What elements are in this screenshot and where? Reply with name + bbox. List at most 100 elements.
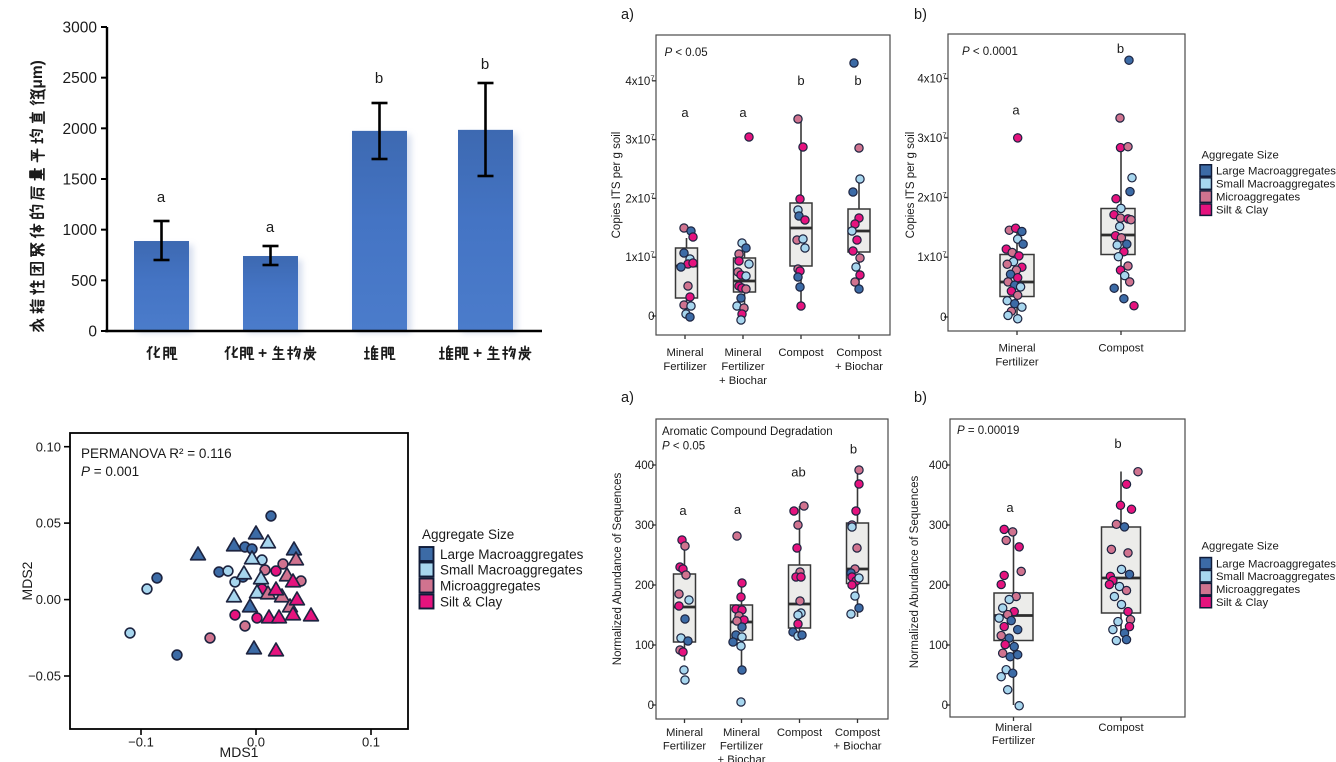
svg-text:MDS1: MDS1 (220, 744, 259, 760)
svg-text:b: b (850, 442, 857, 457)
svg-text:0.10: 0.10 (36, 439, 61, 454)
svg-text:b: b (375, 70, 383, 87)
svg-text:Normalized Abundance of Sequen: Normalized Abundance of Sequences (612, 473, 624, 666)
svg-text:a: a (157, 189, 166, 206)
svg-text:300: 300 (929, 520, 948, 532)
svg-text:Compost: Compost (836, 347, 882, 359)
svg-text:4x107: 4x107 (917, 71, 946, 86)
svg-text:MDS2: MDS2 (19, 561, 35, 600)
svg-text:a: a (266, 219, 275, 236)
svg-text:(μm): (μm) (29, 60, 46, 94)
svg-text:Small Macroaggregates: Small Macroaggregates (1216, 179, 1336, 191)
svg-text:3x107: 3x107 (625, 132, 654, 147)
svg-text:2x107: 2x107 (917, 190, 946, 205)
svg-text:Fertilizer: Fertilizer (720, 741, 764, 753)
svg-text:0: 0 (88, 324, 97, 341)
svg-text:Silt & Clay: Silt & Clay (440, 594, 503, 609)
svg-text:a): a) (621, 7, 634, 23)
svg-text:P < 0.0001: P < 0.0001 (962, 46, 1018, 58)
svg-text:a: a (679, 503, 687, 518)
svg-text:P < 0.05: P < 0.05 (662, 441, 705, 453)
svg-text:Mineral: Mineral (724, 347, 761, 359)
svg-text:Copies ITS per g soil: Copies ITS per g soil (611, 132, 623, 239)
svg-text:0: 0 (940, 312, 946, 324)
svg-text:0.0: 0.0 (247, 735, 265, 750)
svg-text:1000: 1000 (63, 222, 98, 239)
svg-text:+ Biochar: + Biochar (833, 741, 881, 753)
svg-text:PERMANOVA R² = 0.116: PERMANOVA R² = 0.116 (81, 446, 232, 461)
svg-text:b: b (1114, 436, 1121, 451)
svg-text:Normalized Abundance of Sequen: Normalized Abundance of Sequences (909, 476, 921, 669)
svg-text:0.1: 0.1 (362, 735, 380, 750)
svg-text:3x107: 3x107 (917, 131, 946, 146)
svg-text:0.00: 0.00 (36, 592, 61, 607)
svg-text:Small Macroaggregates: Small Macroaggregates (1216, 571, 1336, 583)
svg-text:Mineral: Mineral (723, 727, 760, 739)
svg-text:a: a (1012, 103, 1020, 118)
svg-text:3000: 3000 (63, 20, 98, 37)
svg-text:b: b (797, 73, 804, 88)
svg-text:+ Biochar: + Biochar (719, 375, 767, 387)
svg-text:Small Macroaggregates: Small Macroaggregates (440, 562, 583, 577)
svg-text:Mineral: Mineral (666, 347, 703, 359)
svg-text:b: b (1117, 41, 1124, 56)
svg-text:a: a (681, 105, 689, 120)
svg-text:Fertilizer: Fertilizer (663, 741, 707, 753)
svg-text:Silt & Clay: Silt & Clay (1216, 597, 1268, 609)
svg-text:0.05: 0.05 (36, 516, 61, 531)
svg-text:1x107: 1x107 (917, 250, 946, 265)
svg-text:Mineral: Mineral (666, 727, 703, 739)
svg-text:P = 0.00019: P = 0.00019 (957, 425, 1019, 437)
svg-text:−0.05: −0.05 (28, 669, 61, 684)
svg-text:1500: 1500 (63, 172, 98, 189)
svg-text:Compost: Compost (1098, 343, 1144, 355)
svg-text:400: 400 (929, 460, 948, 472)
svg-text:2x107: 2x107 (625, 191, 654, 206)
svg-text:b: b (854, 73, 861, 88)
svg-text:ab: ab (791, 465, 805, 480)
svg-text:Microaggregates: Microaggregates (440, 578, 541, 593)
svg-text:b: b (481, 56, 489, 73)
svg-text:a): a) (621, 390, 634, 406)
svg-text:Compost: Compost (835, 727, 881, 739)
svg-text:Aromatic Compound Degradation: Aromatic Compound Degradation (662, 426, 833, 438)
svg-text:200: 200 (929, 580, 948, 592)
svg-text:Fertilizer: Fertilizer (663, 361, 707, 373)
svg-text:Mineral: Mineral (995, 722, 1032, 734)
svg-text:Fertilizer: Fertilizer (992, 735, 1036, 747)
svg-text:200: 200 (635, 580, 654, 592)
svg-text:2500: 2500 (63, 70, 98, 87)
svg-text:Large Macroaggregates: Large Macroaggregates (1216, 558, 1336, 570)
svg-text:b): b) (914, 7, 927, 23)
svg-text:0: 0 (648, 311, 654, 323)
svg-text:Large Macroaggregates: Large Macroaggregates (440, 547, 584, 562)
svg-text:0: 0 (648, 700, 654, 712)
svg-text:Microaggregates: Microaggregates (1216, 192, 1300, 204)
svg-text:1x107: 1x107 (625, 250, 654, 265)
svg-text:Fertilizer: Fertilizer (995, 357, 1039, 369)
svg-text:Microaggregates: Microaggregates (1216, 584, 1300, 596)
svg-text:b): b) (914, 390, 927, 406)
svg-text:a: a (1006, 500, 1014, 515)
svg-text:100: 100 (635, 640, 654, 652)
svg-text:a: a (739, 105, 747, 120)
svg-text:Large Macroaggregates: Large Macroaggregates (1216, 166, 1336, 178)
svg-text:Fertilizer: Fertilizer (721, 361, 765, 373)
svg-text:4x107: 4x107 (625, 73, 654, 88)
svg-text:500: 500 (71, 273, 97, 290)
svg-text:Copies ITS per g soil: Copies ITS per g soil (905, 132, 917, 239)
svg-text:Silt & Clay: Silt & Clay (1216, 205, 1268, 217)
svg-text:Aggregate Size: Aggregate Size (1202, 540, 1279, 552)
svg-text:2000: 2000 (63, 121, 98, 138)
svg-text:Compost: Compost (1098, 722, 1144, 734)
svg-text:100: 100 (929, 640, 948, 652)
svg-text:300: 300 (635, 520, 654, 532)
svg-text:0: 0 (942, 700, 948, 712)
svg-text:Aggregate Size: Aggregate Size (1202, 150, 1279, 162)
svg-text:a: a (734, 502, 742, 517)
svg-text:+ Biochar: + Biochar (717, 754, 765, 762)
svg-text:P = 0.001: P = 0.001 (81, 464, 139, 479)
svg-text:Mineral: Mineral (998, 343, 1035, 355)
svg-text:Aggregate Size: Aggregate Size (422, 527, 514, 542)
svg-text:Compost: Compost (778, 347, 824, 359)
